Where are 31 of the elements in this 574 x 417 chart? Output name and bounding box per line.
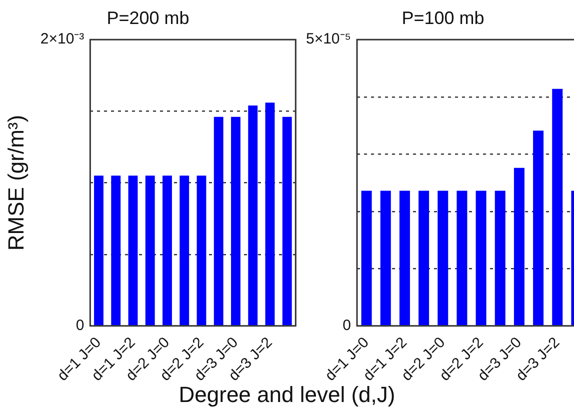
chart-title: P=100 mb xyxy=(402,8,484,28)
chart-title: P=200 mb xyxy=(106,8,190,28)
bar xyxy=(438,190,448,326)
bar xyxy=(196,176,206,326)
y-axis-title: RMSE (gr/m³) xyxy=(3,114,28,251)
bar xyxy=(145,176,155,326)
bar xyxy=(494,190,506,326)
y-tick-label: 0 xyxy=(342,317,352,334)
bar xyxy=(231,116,240,326)
bar xyxy=(380,190,391,326)
bar xyxy=(361,190,372,326)
bar xyxy=(128,176,138,326)
bar xyxy=(162,176,172,326)
bar xyxy=(248,105,258,326)
x-axis-title: Degree and level (d,J) xyxy=(178,382,396,407)
bar xyxy=(476,190,486,326)
bar xyxy=(282,116,292,326)
y-tick-label: 2×10⁻³ xyxy=(40,30,84,48)
bar xyxy=(214,116,224,326)
bar xyxy=(94,176,104,326)
bar xyxy=(552,88,563,326)
y-tick-label: 0 xyxy=(76,317,84,334)
bar xyxy=(180,176,190,326)
bar xyxy=(418,190,430,326)
bar xyxy=(265,102,275,326)
bar xyxy=(399,190,410,326)
y-tick-label: 5×10⁻⁵ xyxy=(306,30,352,48)
bar xyxy=(456,190,468,326)
bar xyxy=(111,176,121,326)
bar xyxy=(514,168,524,326)
bar xyxy=(533,130,544,326)
